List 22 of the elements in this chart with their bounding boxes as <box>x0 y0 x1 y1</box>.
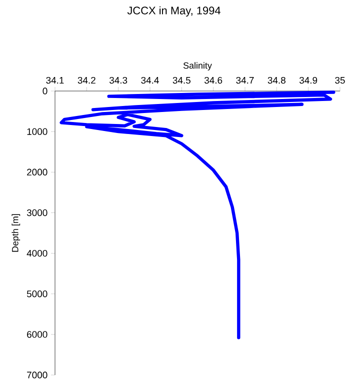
x-tick-label: 34.7 <box>236 76 254 84</box>
x-tick-label: 34.8 <box>268 76 286 84</box>
x-tick-label: 34.5 <box>172 76 190 84</box>
x-tick-label: 35 <box>335 76 345 84</box>
y-tick-label: 1000 <box>27 128 48 135</box>
x-axis-title: Salinity <box>183 62 212 70</box>
x-tick-label: 34.6 <box>204 76 222 84</box>
y-tick-label: 6000 <box>27 331 48 338</box>
line-series <box>60 90 336 340</box>
y-tick-label: 0 <box>42 88 48 94</box>
y-tick-label: 7000 <box>27 372 48 378</box>
y-axis-title: Depth [m] <box>12 214 20 252</box>
y-tick-label: 5000 <box>26 290 48 298</box>
y-tick-label: 3000 <box>26 209 48 216</box>
x-tick-label: 34.1 <box>46 76 64 84</box>
x-tick-label: 34.9 <box>299 76 318 84</box>
x-tick-label: 34.4 <box>141 76 159 84</box>
y-tick-label: 2000 <box>27 168 48 176</box>
x-tick-label: 34.3 <box>109 76 128 84</box>
y-tick-label: 4000 <box>26 250 48 257</box>
chart-title: JCCX in May, 1994 <box>127 6 220 17</box>
x-tick-label: 34.2 <box>78 76 96 84</box>
